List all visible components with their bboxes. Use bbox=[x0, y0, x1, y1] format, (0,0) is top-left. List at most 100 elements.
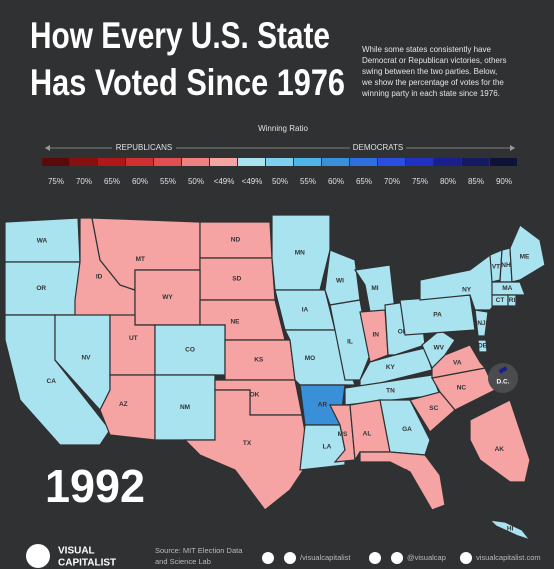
legend-label: 65% bbox=[104, 177, 120, 186]
dc-bubble bbox=[488, 363, 518, 393]
social[interactable]: /visualcapitalist bbox=[300, 553, 351, 562]
state-label: CO bbox=[185, 347, 195, 354]
description: swing between the two parties. Below, bbox=[362, 67, 497, 76]
logo bbox=[26, 544, 50, 568]
legend-swatch bbox=[490, 158, 517, 166]
state-label: MT bbox=[136, 256, 145, 263]
social[interactable]: @visualcap bbox=[407, 553, 446, 562]
title-line: Has Voted Since 1976 bbox=[30, 62, 345, 103]
state bbox=[477, 339, 488, 353]
state-label: OH bbox=[398, 329, 408, 336]
state-label: KY bbox=[386, 364, 396, 371]
state-label: KS bbox=[254, 357, 264, 364]
state-label: MA bbox=[502, 285, 512, 292]
state-label: NE bbox=[230, 318, 240, 325]
legend-label: 50% bbox=[272, 177, 288, 186]
legend-label: 65% bbox=[356, 177, 372, 186]
legend-label: 75% bbox=[48, 177, 64, 186]
state-label: IL bbox=[347, 338, 353, 345]
state-label: CA bbox=[47, 378, 57, 385]
state-label: MN bbox=[295, 250, 305, 257]
legend-swatch bbox=[294, 158, 321, 166]
state-label: SD bbox=[232, 276, 241, 283]
state bbox=[488, 519, 532, 542]
state-label: OR bbox=[36, 285, 46, 292]
legend-label: 90% bbox=[496, 177, 512, 186]
state-label: LA bbox=[323, 444, 332, 451]
legend-swatch bbox=[70, 158, 97, 166]
state-label: ID bbox=[96, 274, 103, 281]
legend-swatch bbox=[434, 158, 461, 166]
state-label: WA bbox=[37, 238, 48, 245]
social[interactable]: visualcapitalist.com bbox=[476, 553, 541, 562]
state-label: IN bbox=[373, 331, 380, 338]
state-label: WV bbox=[434, 344, 445, 351]
legend-swatch bbox=[154, 158, 181, 166]
state-label: OK bbox=[250, 392, 260, 399]
state-label: WY bbox=[162, 294, 173, 301]
year: 1992 bbox=[45, 460, 145, 512]
legend-swatch bbox=[266, 158, 293, 166]
legend-label: 50% bbox=[188, 177, 204, 186]
dc-label: D.C. bbox=[497, 379, 510, 386]
icon bbox=[460, 552, 472, 564]
label-bg bbox=[112, 143, 176, 153]
brand: CAPITALIST bbox=[58, 558, 116, 569]
legend-label: 85% bbox=[468, 177, 484, 186]
legend-swatch bbox=[126, 158, 153, 166]
legend-left: REPUBLICANS bbox=[116, 143, 172, 152]
state-label: PA bbox=[433, 312, 442, 319]
map: WA OR ID MT ND SD WY NE CA NV UT CO AZ NM KS OK TX MN IA MO… bbox=[4, 214, 546, 542]
brand: VISUAL bbox=[58, 546, 95, 557]
state bbox=[507, 294, 517, 307]
legend-swatch bbox=[378, 158, 405, 166]
state bbox=[491, 281, 526, 296]
description: Democrat or Republican victories, others bbox=[362, 56, 507, 65]
state-label: AK bbox=[495, 446, 505, 453]
icon bbox=[369, 552, 381, 564]
legend-swatch bbox=[98, 158, 125, 166]
state-label: MO bbox=[305, 355, 315, 362]
state-label: ND bbox=[231, 237, 241, 244]
state-label: NY bbox=[462, 287, 472, 294]
state-label: AR bbox=[318, 402, 328, 409]
legend-label: 75% bbox=[412, 177, 428, 186]
description: While some states consistently have bbox=[362, 45, 491, 54]
state bbox=[419, 253, 499, 311]
legend-swatch bbox=[182, 158, 209, 166]
state-label: FL bbox=[402, 468, 410, 475]
state-label: AZ bbox=[119, 401, 128, 408]
state-label: TN bbox=[386, 387, 395, 394]
legend-label: <49% bbox=[214, 177, 235, 186]
state-label: VT bbox=[492, 263, 500, 270]
source: and Science Lab bbox=[155, 557, 211, 566]
state-label: NJ bbox=[477, 320, 486, 327]
legend-swatch bbox=[210, 158, 237, 166]
state bbox=[379, 399, 431, 456]
source: Source: MIT Election Data bbox=[155, 546, 243, 555]
state bbox=[359, 451, 446, 511]
state-label: VA bbox=[453, 359, 462, 366]
state-label: NH bbox=[501, 262, 511, 269]
state-label: DE bbox=[478, 343, 488, 350]
state-label: SC bbox=[429, 405, 438, 412]
legend-label: 55% bbox=[300, 177, 316, 186]
icon bbox=[284, 552, 296, 564]
icon bbox=[391, 552, 403, 564]
state-label: WI bbox=[336, 278, 344, 285]
legend-swatch bbox=[42, 158, 69, 166]
legend: 75% 70% 65% 60% 55% 50% <49% <49% 50% 55% 60% 65% 70… bbox=[42, 158, 517, 186]
state bbox=[469, 399, 531, 483]
icon bbox=[262, 552, 274, 564]
state bbox=[183, 389, 311, 511]
state-label: UT bbox=[129, 335, 138, 342]
legend-label: <49% bbox=[242, 177, 263, 186]
state-label: HI bbox=[507, 526, 514, 533]
state-label: NC bbox=[457, 384, 467, 391]
description: we show the percentage of votes for the bbox=[361, 78, 504, 87]
state-label: CT bbox=[496, 297, 505, 304]
legend-swatch bbox=[322, 158, 349, 166]
legend-swatch bbox=[350, 158, 377, 166]
legend-right: DEMOCRATS bbox=[353, 143, 404, 152]
